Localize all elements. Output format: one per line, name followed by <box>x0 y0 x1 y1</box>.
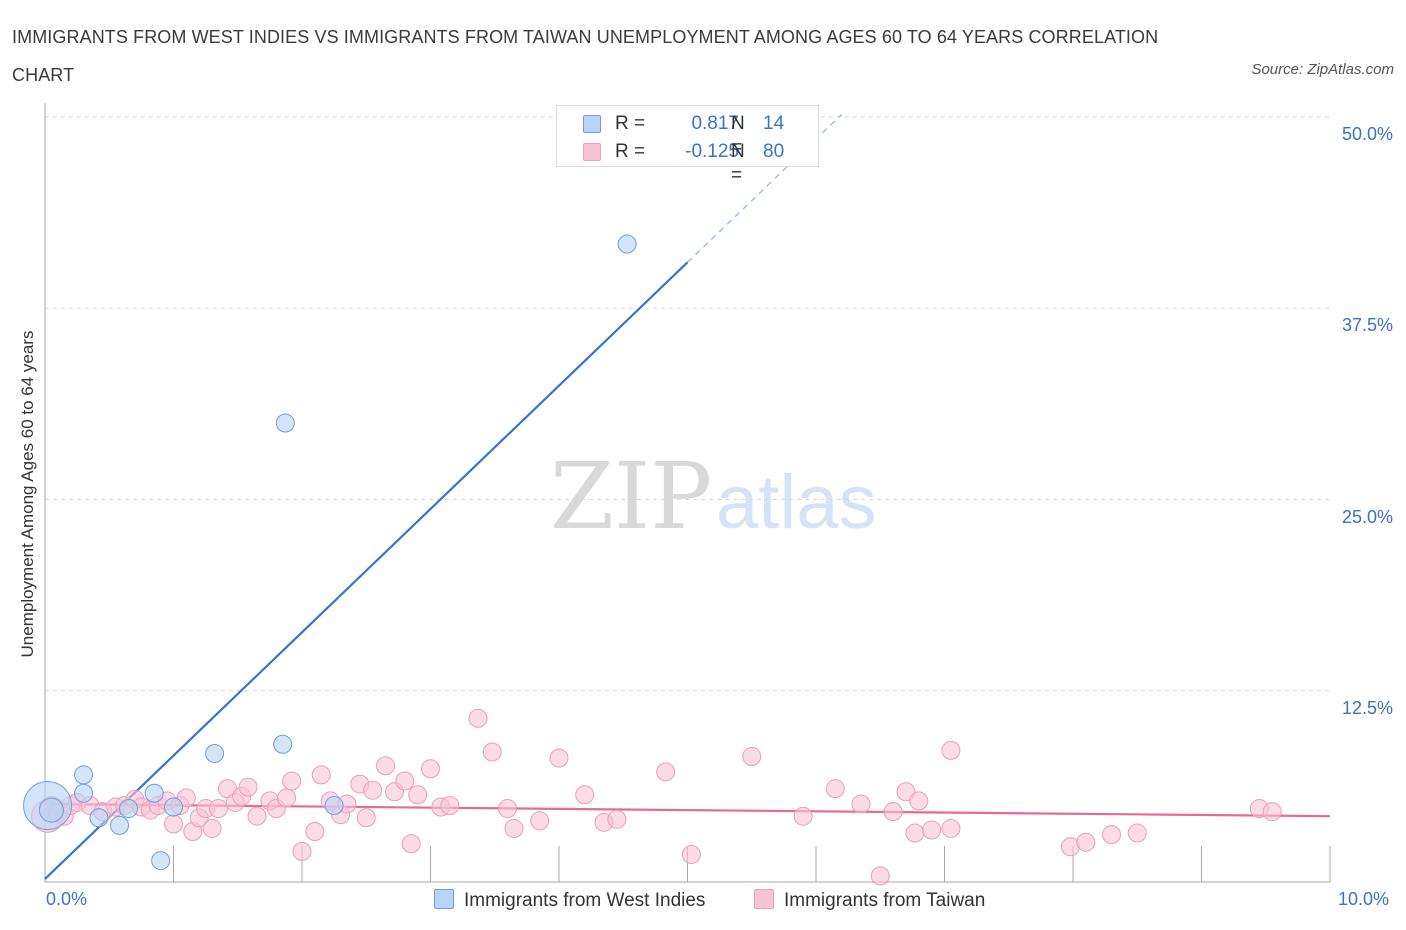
data-point-taiwan <box>793 806 813 826</box>
x-tick-label-max: 10.0% <box>1338 889 1390 909</box>
data-point-taiwan <box>468 708 488 728</box>
data-point-west-indies <box>74 783 94 803</box>
data-point-west-indies <box>74 765 94 785</box>
data-point-west-indies <box>273 734 293 754</box>
data-point-taiwan <box>825 779 845 799</box>
chart-title: IMMIGRANTS FROM WEST INDIES VS IMMIGRANT… <box>12 27 1159 85</box>
data-point-taiwan <box>176 788 196 808</box>
data-point-taiwan <box>395 771 415 791</box>
data-point-west-indies <box>38 797 64 823</box>
data-point-taiwan <box>575 785 595 805</box>
series-legend-taiwan: Immigrants from Taiwan <box>754 889 985 912</box>
data-point-taiwan <box>238 777 258 797</box>
data-points <box>23 234 1282 886</box>
trend-line-west-indies <box>44 261 689 880</box>
data-point-taiwan <box>292 841 312 861</box>
data-point-west-indies <box>110 815 130 835</box>
legend-swatch-west-indies <box>583 115 601 133</box>
data-point-taiwan <box>305 822 325 842</box>
data-point-taiwan <box>1262 802 1282 822</box>
data-point-west-indies <box>119 799 139 819</box>
data-point-west-indies <box>205 743 225 763</box>
legend-r-label: R = <box>615 113 646 134</box>
data-point-taiwan <box>498 799 518 819</box>
data-point-taiwan <box>202 818 222 838</box>
data-point-west-indies <box>151 851 171 871</box>
data-point-west-indies <box>275 413 295 433</box>
data-point-west-indies <box>324 796 344 815</box>
data-point-taiwan <box>408 785 428 805</box>
legend-n-value-west-indies: 14 <box>763 113 785 134</box>
data-point-taiwan <box>504 818 524 838</box>
data-point-taiwan <box>909 791 929 811</box>
data-point-taiwan <box>941 740 961 760</box>
data-point-taiwan <box>1102 825 1122 845</box>
series-legend-west-indies: Immigrants from West Indies <box>434 889 705 912</box>
series-swatch-taiwan <box>754 889 774 909</box>
legend-r-label: R = <box>615 141 646 162</box>
data-point-taiwan <box>922 820 942 840</box>
data-point-taiwan <box>607 809 627 829</box>
data-point-taiwan <box>401 834 421 854</box>
data-point-taiwan <box>1127 823 1147 843</box>
data-point-taiwan <box>421 759 440 779</box>
y-tick-label: 50.0% <box>1341 124 1393 144</box>
data-point-taiwan <box>247 806 267 826</box>
data-point-taiwan <box>363 780 383 800</box>
correlation-legend: R = 0.817 N = 14 R = -0.125 N = 80 <box>556 105 819 186</box>
data-point-taiwan <box>1076 832 1096 852</box>
data-point-west-indies <box>144 783 164 803</box>
legend-n-label: N = <box>731 141 745 186</box>
x-tick-label-min: 0.0% <box>46 889 88 909</box>
legend-n-value-taiwan: 80 <box>763 141 785 162</box>
series-swatch-west-indies <box>434 889 454 909</box>
legend-r-value-taiwan: -0.125 <box>685 141 739 162</box>
data-point-taiwan <box>530 811 550 831</box>
trend-line-taiwan <box>44 802 1331 818</box>
data-point-taiwan <box>883 802 903 822</box>
data-point-taiwan <box>870 866 890 886</box>
y-tick-label: 37.5% <box>1341 315 1393 336</box>
data-point-taiwan <box>311 765 331 785</box>
legend-r-value-west-indies: 0.817 <box>691 113 739 134</box>
legend-swatch-taiwan <box>583 143 601 161</box>
data-point-taiwan <box>282 771 302 791</box>
data-point-taiwan <box>941 818 961 838</box>
data-point-taiwan <box>656 762 676 782</box>
data-point-taiwan <box>896 782 916 802</box>
legend-n-label: N = <box>731 113 745 158</box>
data-point-west-indies <box>89 808 109 828</box>
data-point-taiwan <box>376 756 396 776</box>
y-tick-label: 12.5% <box>1341 697 1393 718</box>
data-point-taiwan <box>549 748 569 768</box>
data-point-taiwan <box>905 823 925 843</box>
y-axis-label: Unemployment Among Ages 60 to 64 years <box>18 330 37 658</box>
data-point-taiwan <box>851 794 871 814</box>
data-point-taiwan <box>356 808 376 828</box>
watermark-atlas: atlas <box>716 460 877 545</box>
data-point-west-indies <box>617 234 637 254</box>
watermark: ZIP atlas <box>550 443 877 550</box>
series-label-taiwan: Immigrants from Taiwan <box>784 890 986 911</box>
watermark-zip: ZIP <box>550 443 712 550</box>
data-point-taiwan <box>681 844 701 864</box>
data-point-taiwan <box>208 799 228 819</box>
data-point-taiwan <box>742 747 762 767</box>
data-point-west-indies <box>164 797 183 817</box>
data-point-taiwan <box>164 814 183 834</box>
data-point-taiwan <box>482 742 502 762</box>
axes <box>44 103 1331 883</box>
data-point-taiwan <box>277 788 297 808</box>
y-tick-label: 25.0% <box>1341 506 1393 527</box>
source-credit: Source: ZipAtlas.com <box>1251 61 1394 78</box>
series-label-west-indies: Immigrants from West Indies <box>464 890 706 911</box>
gridlines <box>45 116 1330 692</box>
data-point-taiwan <box>440 796 460 815</box>
